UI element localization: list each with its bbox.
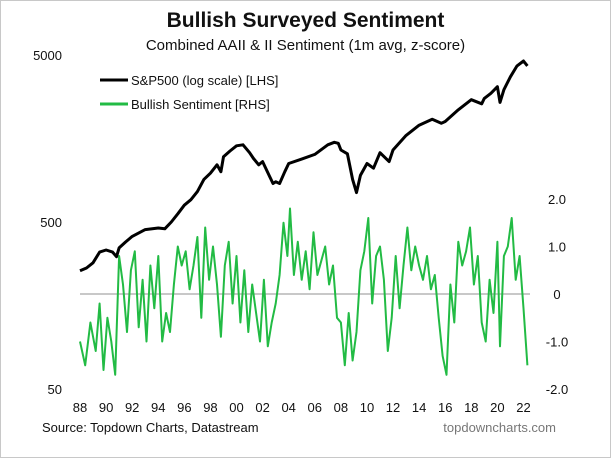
chart-subtitle: Combined AAII & II Sentiment (1m avg, z-…: [145, 37, 466, 54]
x-tick-label: 16: [438, 400, 452, 415]
y-right-tick-label: 1.0: [548, 240, 566, 255]
legend-sp500-label: S&P500 (log scale) [LHS]: [131, 73, 278, 88]
x-tick-label: 92: [125, 400, 139, 415]
x-tick-label: 98: [203, 400, 217, 415]
source-note: Source: Topdown Charts, Datastream: [42, 420, 259, 435]
x-tick-label: 12: [386, 400, 400, 415]
x-tick-label: 96: [177, 400, 191, 415]
y-right-tick-label: -1.0: [546, 335, 568, 350]
legend-sentiment: Bullish Sentiment [RHS]: [100, 97, 270, 112]
y-right-tick-label: 0: [553, 287, 560, 302]
x-tick-label: 22: [516, 400, 530, 415]
x-tick-label: 20: [490, 400, 504, 415]
site-credit: topdowncharts.com: [443, 420, 556, 435]
x-tick-label: 88: [73, 400, 87, 415]
x-tick-label: 14: [412, 400, 426, 415]
x-tick-label: 94: [151, 400, 165, 415]
legend-sp500: S&P500 (log scale) [LHS]: [100, 73, 278, 88]
x-tick-label: 10: [360, 400, 374, 415]
x-tick-label: 02: [255, 400, 269, 415]
x-tick-label: 08: [334, 400, 348, 415]
legend-sentiment-label: Bullish Sentiment [RHS]: [131, 97, 270, 112]
y-right-tick-label: -2.0: [546, 382, 568, 397]
x-tick-label: 06: [308, 400, 322, 415]
x-tick-label: 90: [99, 400, 113, 415]
sentiment-line: [79, 207, 529, 376]
x-tick-label: 18: [464, 400, 478, 415]
y-left-tick-label: 50: [48, 382, 62, 397]
x-tick-label: 00: [229, 400, 243, 415]
y-left-tick-label: 5000: [33, 48, 62, 63]
y-right-tick-label: 2.0: [548, 192, 566, 207]
x-tick-label: 04: [281, 400, 295, 415]
y-left-tick-label: 500: [40, 215, 62, 230]
sp500-line: [79, 59, 529, 273]
chart-title: Bullish Surveyed Sentiment: [166, 9, 445, 32]
